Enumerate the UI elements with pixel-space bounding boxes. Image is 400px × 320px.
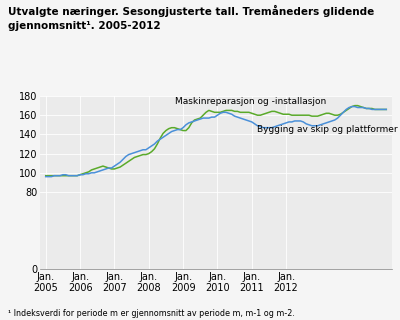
Text: Bygging av skip og plattformer: Bygging av skip og plattformer [258, 125, 398, 134]
Text: Utvalgte næringer. Sesongjusterte tall. Tremåneders glidende: Utvalgte næringer. Sesongjusterte tall. … [8, 5, 374, 17]
Text: gjennomsnitt¹. 2005-2012: gjennomsnitt¹. 2005-2012 [8, 21, 161, 31]
Text: ¹ Indeksverdi for periode m er gjennomsnitt av periode m, m-1 og m-2.: ¹ Indeksverdi for periode m er gjennomsn… [8, 309, 295, 318]
Text: Maskinreparasjon og -installasjon: Maskinreparasjon og -installasjon [174, 97, 326, 106]
